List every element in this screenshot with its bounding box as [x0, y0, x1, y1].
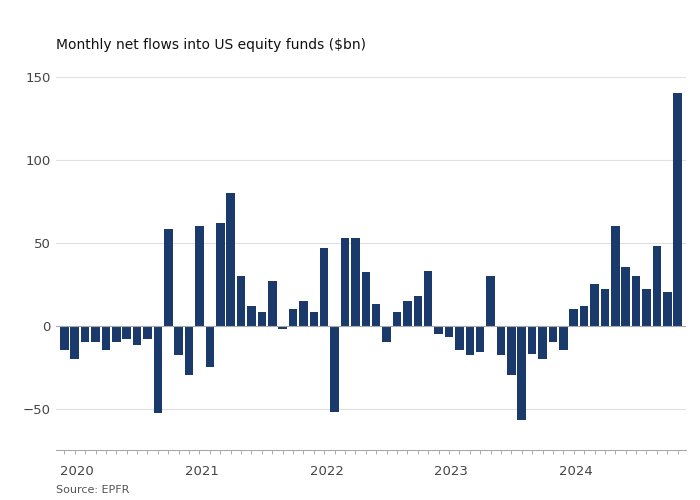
Bar [279, 326, 287, 329]
Bar [80, 326, 90, 342]
Bar [237, 276, 245, 326]
Bar [133, 326, 141, 345]
Bar [112, 326, 120, 342]
Bar [351, 238, 360, 326]
Bar [642, 289, 651, 326]
Bar [476, 326, 484, 352]
Text: 2020: 2020 [60, 465, 94, 478]
Bar [414, 296, 422, 326]
Bar [102, 326, 110, 350]
Bar [216, 222, 225, 326]
Bar [91, 326, 100, 342]
Bar [144, 326, 152, 339]
Text: 2022: 2022 [309, 465, 344, 478]
Bar [341, 238, 349, 326]
Text: 2024: 2024 [559, 465, 593, 478]
Bar [444, 326, 453, 337]
Bar [580, 306, 589, 326]
Bar [611, 226, 620, 326]
Bar [507, 326, 516, 376]
Bar [320, 248, 328, 326]
Bar [549, 326, 557, 342]
Bar [330, 326, 339, 412]
Bar [206, 326, 214, 367]
Bar [60, 326, 69, 350]
Text: 2021: 2021 [185, 465, 219, 478]
Bar [185, 326, 193, 376]
Text: 2023: 2023 [435, 465, 468, 478]
Bar [673, 93, 682, 326]
Bar [153, 326, 162, 414]
Bar [622, 268, 630, 326]
Bar [559, 326, 568, 350]
Bar [632, 276, 640, 326]
Text: Source: EPFR: Source: EPFR [56, 485, 130, 495]
Bar [517, 326, 526, 420]
Bar [538, 326, 547, 358]
Bar [247, 306, 256, 326]
Bar [403, 300, 412, 326]
Bar [424, 271, 433, 326]
Bar [309, 312, 318, 326]
Bar [652, 246, 662, 326]
Text: Monthly net flows into US equity funds ($bn): Monthly net flows into US equity funds (… [56, 38, 366, 52]
Bar [299, 300, 308, 326]
Bar [434, 326, 443, 334]
Bar [601, 289, 609, 326]
Bar [195, 226, 204, 326]
Bar [486, 276, 495, 326]
Bar [361, 272, 370, 326]
Bar [663, 292, 671, 326]
Bar [455, 326, 463, 350]
Bar [497, 326, 505, 356]
Bar [71, 326, 79, 358]
Bar [268, 280, 277, 326]
Bar [590, 284, 598, 326]
Bar [164, 230, 172, 326]
Bar [289, 309, 298, 326]
Bar [174, 326, 183, 356]
Bar [570, 309, 578, 326]
Bar [258, 312, 266, 326]
Bar [226, 193, 235, 326]
Bar [122, 326, 131, 339]
Bar [528, 326, 536, 353]
Bar [372, 304, 381, 326]
Bar [393, 312, 401, 326]
Bar [382, 326, 391, 342]
Bar [466, 326, 474, 356]
